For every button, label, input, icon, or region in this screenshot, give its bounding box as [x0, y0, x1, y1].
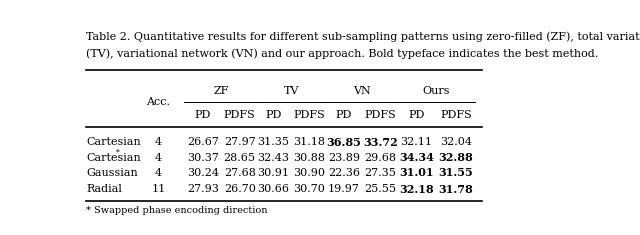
Text: VN: VN	[353, 86, 371, 96]
Text: 36.85: 36.85	[326, 137, 362, 148]
Text: Cartesian: Cartesian	[86, 137, 141, 147]
Text: 32.43: 32.43	[257, 153, 289, 163]
Text: 19.97: 19.97	[328, 184, 360, 194]
Text: 31.55: 31.55	[438, 168, 474, 178]
Text: PD: PD	[336, 110, 352, 120]
Text: 11: 11	[151, 184, 166, 194]
Text: 30.91: 30.91	[257, 168, 289, 178]
Text: Radial: Radial	[86, 184, 122, 194]
Text: PDFS: PDFS	[440, 110, 472, 120]
Text: 31.78: 31.78	[438, 184, 474, 195]
Text: ZF: ZF	[214, 86, 229, 96]
Text: 28.65: 28.65	[224, 153, 256, 163]
Text: Gaussian: Gaussian	[86, 168, 138, 178]
Text: 26.67: 26.67	[187, 137, 219, 147]
Text: 4: 4	[155, 153, 162, 163]
Text: Table 2. Quantitative results for different sub-sampling patterns using zero-fil: Table 2. Quantitative results for differ…	[86, 32, 640, 42]
Text: PD: PD	[408, 110, 424, 120]
Text: Acc.: Acc.	[147, 97, 170, 107]
Text: 33.72: 33.72	[364, 137, 398, 148]
Text: 29.68: 29.68	[365, 153, 397, 163]
Text: PD: PD	[265, 110, 282, 120]
Text: 27.68: 27.68	[224, 168, 255, 178]
Text: TV: TV	[284, 86, 299, 96]
Text: PD: PD	[195, 110, 211, 120]
Text: 27.35: 27.35	[365, 168, 397, 178]
Text: 32.18: 32.18	[399, 184, 434, 195]
Text: 32.11: 32.11	[400, 137, 432, 147]
Text: 30.90: 30.90	[293, 168, 325, 178]
Text: 34.34: 34.34	[399, 152, 434, 163]
Text: 30.88: 30.88	[293, 153, 325, 163]
Text: 32.04: 32.04	[440, 137, 472, 147]
Text: 30.37: 30.37	[187, 153, 219, 163]
Text: 31.18: 31.18	[293, 137, 325, 147]
Text: PDFS: PDFS	[365, 110, 396, 120]
Text: PDFS: PDFS	[224, 110, 255, 120]
Text: (TV), variational network (VN) and our approach. Bold typeface indicates the bes: (TV), variational network (VN) and our a…	[86, 48, 598, 59]
Text: 32.88: 32.88	[438, 152, 474, 163]
Text: * Swapped phase encoding direction: * Swapped phase encoding direction	[86, 207, 268, 215]
Text: 30.66: 30.66	[257, 184, 289, 194]
Text: 4: 4	[155, 137, 162, 147]
Text: PDFS: PDFS	[293, 110, 325, 120]
Text: 30.70: 30.70	[293, 184, 325, 194]
Text: 31.01: 31.01	[399, 168, 433, 178]
Text: 25.55: 25.55	[365, 184, 397, 194]
Text: 27.93: 27.93	[187, 184, 219, 194]
Text: *: *	[116, 149, 119, 157]
Text: 31.35: 31.35	[257, 137, 289, 147]
Text: Ours: Ours	[422, 86, 450, 96]
Text: 23.89: 23.89	[328, 153, 360, 163]
Text: 27.97: 27.97	[224, 137, 255, 147]
Text: 30.24: 30.24	[187, 168, 219, 178]
Text: Cartesian: Cartesian	[86, 153, 141, 163]
Text: 4: 4	[155, 168, 162, 178]
Text: 26.70: 26.70	[224, 184, 255, 194]
Text: 22.36: 22.36	[328, 168, 360, 178]
